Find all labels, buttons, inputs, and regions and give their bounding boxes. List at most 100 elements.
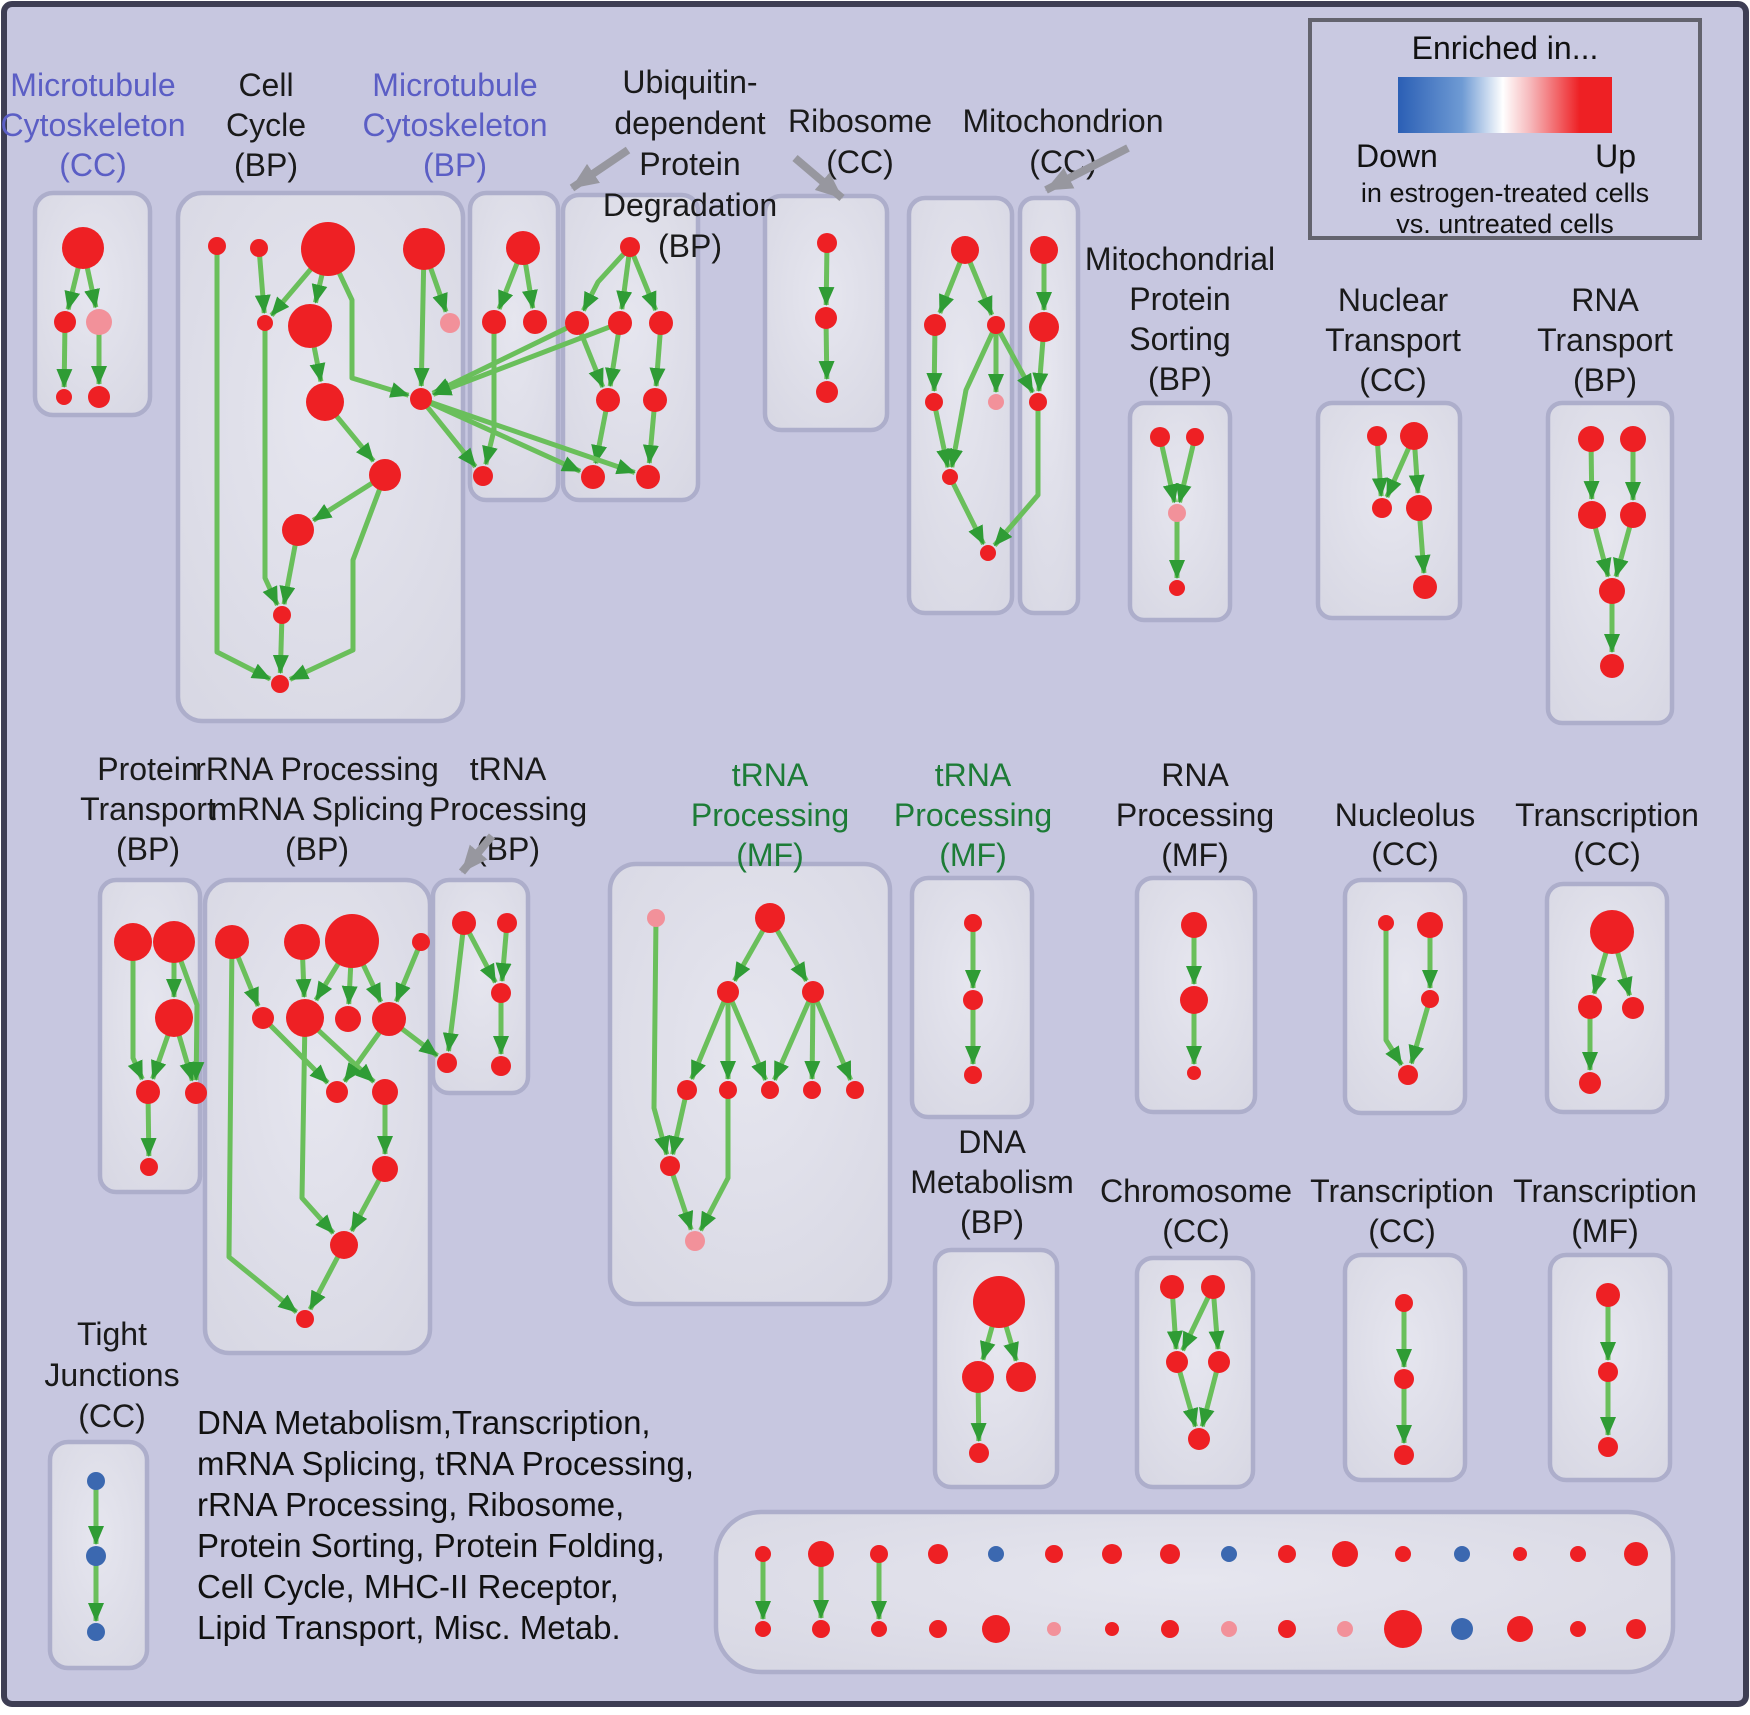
go-term-node	[482, 310, 506, 334]
go-term-node	[755, 1621, 771, 1637]
edge	[818, 327, 835, 381]
edge	[413, 268, 430, 388]
go-term-node	[1029, 312, 1059, 342]
go-term-node	[1513, 1547, 1527, 1561]
category-list-line: rRNA Processing, Ribosome,	[197, 1486, 625, 1523]
cluster-label-transcription-cc-upper: Transcription (CC)	[1515, 797, 1699, 872]
go-term-node	[755, 1546, 771, 1562]
edge	[442, 933, 466, 1053]
edge	[732, 928, 766, 982]
go-term-node	[871, 1621, 887, 1637]
cluster-box-dna-metabolism-bp	[932, 1247, 1060, 1490]
go-term-node	[980, 545, 996, 561]
cluster-label-transcription-cc-lower: Transcription (CC)	[1310, 1173, 1494, 1249]
go-term-node	[1337, 1621, 1353, 1637]
edge	[495, 931, 512, 983]
legend: Enriched in... Down Up in estrogen-treat…	[1308, 18, 1702, 240]
go-term-node	[964, 1066, 982, 1084]
go-term-node	[1398, 1065, 1418, 1085]
category-list: DNA Metabolism,Transcription, mRNA Splic…	[197, 1402, 694, 1648]
go-term-node	[136, 1080, 160, 1104]
cluster-label-microtubule-cytoskeleton-bp: Microtubule Cytoskeleton (BP)	[363, 67, 548, 183]
go-term-node	[372, 1002, 406, 1036]
go-term-node	[717, 981, 739, 1003]
go-term-node	[1221, 1621, 1237, 1637]
go-term-node	[523, 310, 547, 334]
go-term-node	[437, 1053, 457, 1073]
go-term-node	[330, 1231, 358, 1259]
go-term-node	[951, 236, 979, 264]
go-term-node	[87, 1472, 105, 1490]
go-term-node	[1451, 1618, 1473, 1640]
go-term-node	[1620, 502, 1646, 528]
edge	[84, 267, 100, 309]
go-term-node	[647, 909, 665, 927]
go-term-node	[1188, 1428, 1210, 1450]
edge	[1592, 526, 1612, 578]
go-term-node	[1384, 1610, 1422, 1648]
go-term-node	[1622, 997, 1644, 1019]
edge	[1208, 1297, 1225, 1351]
go-term-node	[677, 1080, 697, 1100]
cluster-box-chromosome-cc	[1134, 1255, 1256, 1490]
edge	[316, 1028, 376, 1084]
edge	[1408, 448, 1425, 495]
cluster-label-chromosome-cc: Chromosome (CC)	[1100, 1173, 1292, 1249]
edge	[670, 1173, 694, 1231]
go-term-node	[1367, 426, 1387, 446]
go-term-node	[1006, 1362, 1036, 1392]
go-term-node	[491, 983, 511, 1003]
category-list-line: DNA Metabolism,Transcription,	[197, 1404, 651, 1441]
go-term-node	[1278, 1545, 1296, 1563]
go-term-node	[1187, 1066, 1201, 1080]
edge	[64, 266, 81, 311]
go-term-node	[369, 459, 401, 491]
cross-edge	[432, 324, 611, 397]
go-term-node	[962, 1361, 994, 1393]
go-term-node	[928, 1544, 948, 1564]
go-term-node	[1332, 1541, 1358, 1567]
go-term-node	[1413, 575, 1437, 599]
go-term-node	[942, 469, 958, 485]
go-term-node	[817, 233, 837, 253]
go-term-node	[1105, 1622, 1119, 1636]
go-term-node	[1160, 1275, 1184, 1299]
go-term-node	[1624, 1542, 1648, 1566]
go-term-node	[987, 316, 1005, 334]
go-term-node	[812, 1620, 830, 1638]
go-term-node	[1596, 1283, 1620, 1307]
edge	[214, 254, 272, 682]
edge	[334, 414, 376, 463]
go-term-node	[1507, 1616, 1533, 1642]
go-term-node	[155, 999, 193, 1037]
go-term-node	[1394, 1445, 1414, 1465]
edge	[814, 1000, 853, 1081]
label-pointer-arrow	[1044, 144, 1130, 194]
go-term-node	[620, 237, 640, 257]
edge	[269, 267, 314, 318]
go-term-node	[1102, 1544, 1122, 1564]
go-term-node	[1180, 986, 1208, 1014]
edge	[295, 958, 312, 999]
go-term-node	[1620, 426, 1646, 452]
cluster-label-trna-processing-mf-small: tRNA Processing (MF)	[894, 757, 1052, 873]
edge	[1408, 1005, 1431, 1065]
edge	[668, 1098, 688, 1156]
legend-title: Enriched in...	[1411, 30, 1599, 66]
edge	[311, 480, 374, 523]
go-term-node	[969, 1443, 989, 1463]
go-term-node	[282, 514, 314, 546]
cluster-label-nuclear-transport-cc: Nuclear Transport (CC)	[1325, 282, 1461, 398]
go-term-node	[816, 381, 838, 403]
cross-edge	[425, 405, 478, 469]
cross-edge	[997, 330, 1035, 394]
edge	[279, 544, 298, 606]
edge	[1177, 1370, 1199, 1428]
go-term-node	[649, 311, 673, 335]
edge	[804, 1001, 821, 1081]
edge	[127, 960, 145, 1081]
edge	[336, 271, 410, 398]
go-term-node	[286, 999, 324, 1037]
go-term-node	[1029, 393, 1047, 411]
